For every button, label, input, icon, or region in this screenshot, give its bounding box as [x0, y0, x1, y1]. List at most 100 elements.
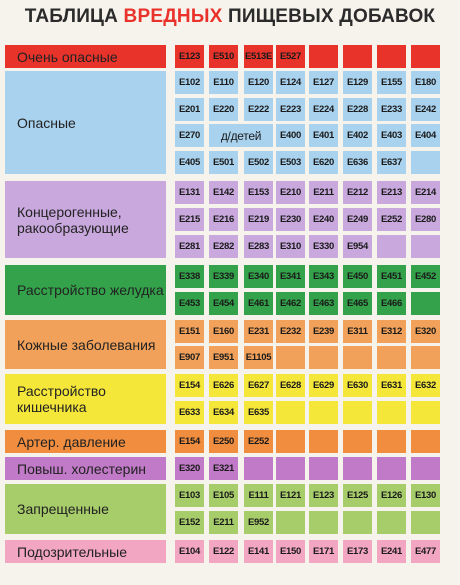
additive-cell: E173 [343, 540, 372, 563]
additive-cell: E130 [411, 484, 440, 507]
empty-cell [377, 235, 406, 258]
empty-cell [377, 346, 406, 369]
additive-cell: E160 [209, 320, 238, 343]
additive-cell: E224 [309, 98, 338, 121]
additive-cell: E626 [209, 374, 238, 397]
empty-cell [309, 511, 338, 534]
additive-cell: E104 [175, 540, 204, 563]
additive-cell: E216 [209, 208, 238, 231]
category-label: Подозрительные [5, 540, 166, 563]
empty-cell [276, 401, 305, 424]
additive-cell: E502 [244, 151, 273, 174]
empty-cell [411, 511, 440, 534]
additive-cell: E503 [276, 151, 305, 174]
additive-cell: E338 [175, 265, 204, 288]
additive-cell: E463 [309, 292, 338, 315]
additive-cell: E220 [209, 98, 238, 121]
additive-cell: E233 [377, 98, 406, 121]
empty-cell [343, 457, 372, 480]
additive-cell: E110 [209, 71, 238, 94]
additive-cell: E213 [377, 181, 406, 204]
additive-cell: E111 [244, 484, 273, 507]
additive-cell: E477 [411, 540, 440, 563]
empty-cell [276, 430, 305, 453]
empty-cell [276, 346, 305, 369]
empty-cell [411, 401, 440, 424]
empty-cell [276, 457, 305, 480]
additive-cell: E123 [175, 45, 204, 68]
additive-cell: E250 [209, 430, 238, 453]
additive-cell: E123 [309, 484, 338, 507]
additive-cell: E451 [377, 265, 406, 288]
additive-cell: E280 [411, 208, 440, 231]
additive-cell: E401 [309, 124, 338, 147]
additive-cell: E120 [244, 71, 273, 94]
category-label: Опасные [5, 71, 166, 174]
page-title: ТАБЛИЦА ВРЕДНЫХ ПИЩЕВЫХ ДОБАВОК [0, 6, 460, 28]
empty-cell [343, 45, 372, 68]
additive-cell: E223 [276, 98, 305, 121]
additive-cell: E121 [276, 484, 305, 507]
additive-cell: E403 [377, 124, 406, 147]
additive-cell: E310 [276, 235, 305, 258]
additive-cell: E952 [244, 511, 273, 534]
additive-cell: E527 [276, 45, 305, 68]
empty-cell [309, 430, 338, 453]
additive-cell: E951 [209, 346, 238, 369]
additive-cell: E450 [343, 265, 372, 288]
empty-cell [377, 430, 406, 453]
additive-cell: E311 [343, 320, 372, 343]
additive-cell: E402 [343, 124, 372, 147]
additive-cell: E628 [276, 374, 305, 397]
title-part-3: ПИЩЕВЫХ ДОБАВОК [222, 6, 436, 27]
additive-cell: E627 [244, 374, 273, 397]
additive-cell: E124 [276, 71, 305, 94]
additive-cell: E239 [309, 320, 338, 343]
additive-cell: E635 [244, 401, 273, 424]
additive-cell: E155 [377, 71, 406, 94]
additive-cell: E281 [175, 235, 204, 258]
additive-cell: E631 [377, 374, 406, 397]
category-label: Повыш. холестерин [5, 457, 166, 480]
empty-cell [411, 45, 440, 68]
additive-cell: E501 [209, 151, 238, 174]
additive-cell: E252 [244, 430, 273, 453]
additive-cell: E454 [209, 292, 238, 315]
additive-cell: E151 [175, 320, 204, 343]
additive-cell: E637 [377, 151, 406, 174]
empty-cell [309, 45, 338, 68]
empty-cell [377, 401, 406, 424]
additive-cell: E312 [377, 320, 406, 343]
category-label: Запрещенные [5, 484, 166, 534]
additive-cell: E154 [175, 430, 204, 453]
additive-cell: E180 [411, 71, 440, 94]
additive-cell: E103 [175, 484, 204, 507]
empty-cell [377, 45, 406, 68]
category-label: Артер. давление [5, 430, 166, 453]
empty-cell [309, 457, 338, 480]
additive-cell: E125 [343, 484, 372, 507]
additive-cell: E632 [411, 374, 440, 397]
additive-cell: E212 [343, 181, 372, 204]
additive-cell: E129 [343, 71, 372, 94]
additive-cell: E214 [411, 181, 440, 204]
additive-cell: E154 [175, 374, 204, 397]
additive-cell: E636 [343, 151, 372, 174]
additive-cell: E620 [309, 151, 338, 174]
empty-cell [276, 511, 305, 534]
category-label: Концерогенные, ракообразующие [5, 181, 166, 258]
additive-cell: д/детей [209, 124, 273, 147]
additive-cell: E126 [377, 484, 406, 507]
additive-cell: E330 [309, 235, 338, 258]
additive-cell: E230 [276, 208, 305, 231]
additive-cell: E222 [244, 98, 273, 121]
empty-cell [377, 511, 406, 534]
additive-cell: E630 [343, 374, 372, 397]
empty-cell [377, 457, 406, 480]
empty-cell [411, 430, 440, 453]
additive-cell: E219 [244, 208, 273, 231]
additive-cell: E211 [209, 511, 238, 534]
additive-cell: E320 [175, 457, 204, 480]
additive-cell: E270 [175, 124, 204, 147]
additive-cell: E466 [377, 292, 406, 315]
